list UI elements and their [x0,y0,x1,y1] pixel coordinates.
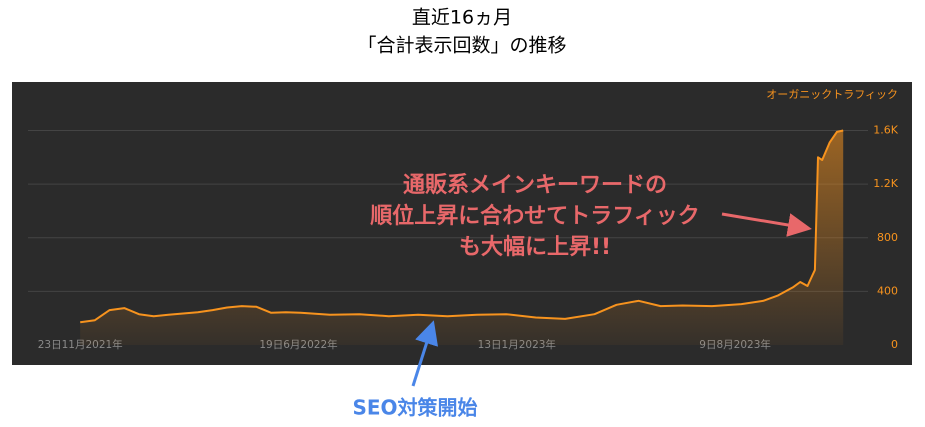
y-tick-label: 0 [891,338,898,351]
y-tick-label: 400 [877,284,898,297]
legend-label: オーガニックトラフィック [766,88,898,101]
callout-text: 順位上昇に合わせてトラフィック [370,203,700,229]
area [80,130,844,345]
callout-text: も大幅に上昇!! [459,235,611,260]
chart-subtitle: 「合計表示回数」の推移 [357,35,566,57]
plot: 04008001.2K1.6K23日11月2021年19日6月2022年13日1… [28,88,899,351]
chart-title: 直近16ヵ月 [412,7,512,29]
y-tick-label: 1.2K [873,177,898,190]
note-arrow [411,320,439,387]
start-note: SEO対策開始 [352,396,477,420]
line [80,129,844,324]
y-tick-label: 1.6K [873,124,898,137]
callout-arrow [721,212,812,237]
y-tick-label: 800 [877,231,898,244]
callout-text: 通販系メインキーワードの [403,173,667,198]
